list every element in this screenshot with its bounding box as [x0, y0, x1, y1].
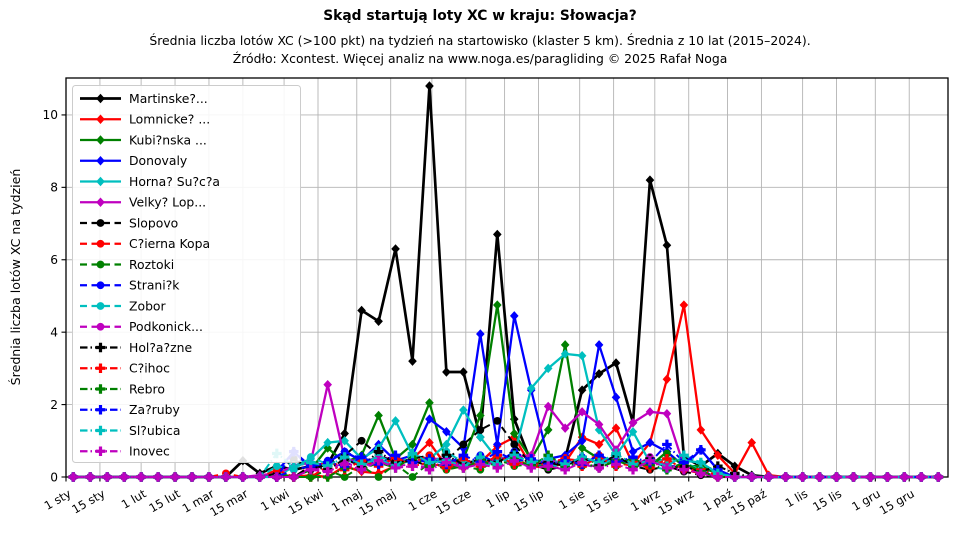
legend-item-velky-lop: Velky? Lop... [80, 195, 206, 210]
svg-text:8: 8 [50, 181, 58, 195]
legend-label-inovec: Inovec [129, 444, 170, 459]
legend-item-martinske: Martinske?... [80, 91, 208, 106]
legend-item-lomnicke: Lomnicke? ... [80, 112, 210, 127]
legend-label-c-ierna-kopa: C?ierna Kopa [129, 236, 210, 251]
svg-text:15 cze: 15 cze [433, 486, 473, 517]
y-tick-labels: 0 2 4 6 8 10 [42, 108, 58, 484]
svg-text:1 lut: 1 lut [119, 486, 149, 511]
svg-text:1 kwi: 1 kwi [258, 486, 291, 513]
svg-text:15 wrz: 15 wrz [656, 486, 697, 518]
legend-label-donovaly: Donovaly [129, 153, 187, 168]
legend-item-donovaly: Donovaly [80, 153, 187, 168]
legend-label-hol-a-zne: Hol?a?zne [129, 340, 192, 355]
svg-text:15 paź: 15 paź [728, 486, 769, 518]
legend: Martinske?... Lomnicke? ... Kubi?nska ... D… [72, 85, 301, 463]
chart-title: Skąd startują loty XC w kraju: Słowacja? [323, 8, 636, 24]
svg-text:1 sie: 1 sie [556, 486, 587, 512]
legend-label-c-ihoc: C?ihoc [129, 361, 170, 376]
legend-label-za-ruby: Za?ruby [129, 402, 180, 417]
legend-label-podkonick: Podkonick... [129, 319, 203, 334]
svg-text:0: 0 [50, 470, 58, 484]
svg-text:15 sie: 15 sie [584, 486, 621, 516]
chart-subtitle: Średnia liczba lotów XC (>100 pkt) na ty… [149, 33, 810, 48]
legend-item-za-ruby: Za?ruby [80, 402, 180, 417]
svg-text:6: 6 [50, 253, 58, 267]
svg-text:4: 4 [50, 325, 58, 339]
y-axis-label: Średnia liczba lotów XC na tydzień [8, 169, 23, 386]
legend-label-zobor: Zobor [129, 298, 167, 313]
svg-text:1 lis: 1 lis [783, 486, 810, 510]
legend-label-strani-k: Strani?k [129, 278, 180, 293]
series-markers-inovec [68, 455, 944, 482]
legend-item-podkonick: Podkonick... [80, 319, 203, 334]
legend-label-martinske: Martinske?... [129, 91, 208, 106]
legend-item-roztoki: Roztoki [80, 257, 174, 272]
legend-item-c-ihoc: C?ihoc [80, 361, 170, 376]
legend-item-rebro: Rebro [80, 381, 165, 396]
svg-text:15 lip: 15 lip [511, 486, 546, 514]
svg-text:1 cze: 1 cze [406, 486, 440, 513]
legend-label-horna-su-c-a: Horna? Su?c?a [129, 174, 220, 189]
svg-text:15 lut: 15 lut [146, 486, 182, 515]
svg-text:15 lis: 15 lis [810, 486, 844, 514]
legend-item-slopovo: Slopovo [80, 215, 178, 230]
legend-item-hol-a-zne: Hol?a?zne [80, 340, 192, 355]
legend-item-inovec: Inovec [80, 444, 170, 459]
svg-text:10: 10 [42, 108, 58, 122]
svg-text:15 gru: 15 gru [877, 486, 917, 517]
legend-label-lomnicke: Lomnicke? ... [129, 112, 210, 127]
legend-item-c-ierna-kopa: C?ierna Kopa [80, 236, 210, 251]
legend-label-kubi-nska: Kubi?nska ... [129, 132, 207, 147]
series-inovec [68, 455, 944, 482]
svg-text:1 gru: 1 gru [849, 486, 882, 513]
svg-text:1 lip: 1 lip [484, 486, 513, 511]
svg-text:15 maj: 15 maj [356, 486, 398, 518]
svg-text:15 mar: 15 mar [207, 486, 250, 519]
legend-label-velky-lop: Velky? Lop... [129, 195, 206, 210]
legend-item-strani-k: Strani?k [80, 278, 180, 293]
chart-source: Źródło: Xcontest. Więcej analiz na www.n… [233, 51, 728, 66]
svg-text:1 sty: 1 sty [42, 486, 74, 512]
svg-text:15 kwi: 15 kwi [286, 486, 326, 517]
plot-frame [65, 77, 949, 478]
legend-label-rebro: Rebro [129, 381, 165, 396]
legend-item-horna-su-c-a: Horna? Su?c?a [80, 174, 220, 189]
legend-item-kubi-nska: Kubi?nska ... [80, 132, 207, 147]
legend-label-roztoki: Roztoki [129, 257, 174, 272]
legend-label-sl-ubica: Sl?ubica [129, 423, 180, 438]
legend-item-sl-ubica: Sl?ubica [80, 423, 180, 438]
legend-label-slopovo: Slopovo [129, 215, 178, 230]
svg-text:2: 2 [50, 398, 58, 412]
legend-item-zobor: Zobor [80, 298, 167, 313]
svg-text:15 sty: 15 sty [69, 486, 107, 516]
